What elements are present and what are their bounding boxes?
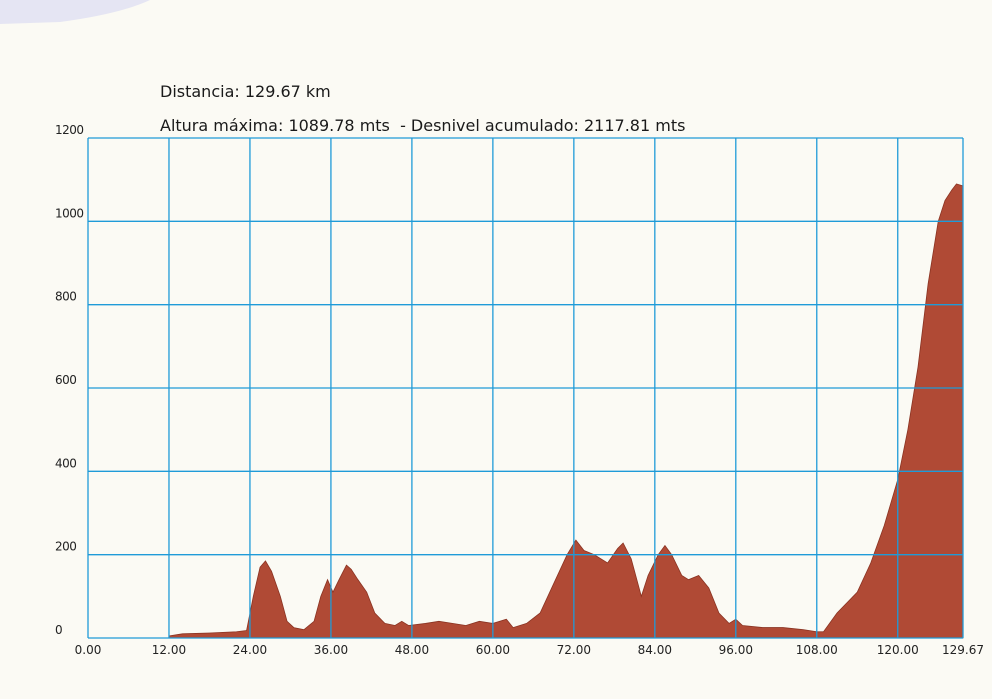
x-tick-label: 108.00 (796, 643, 838, 657)
x-tick-label: 60.00 (476, 643, 510, 657)
y-tick-label: 800 (55, 290, 76, 304)
x-tick-label: 12.00 (152, 643, 186, 657)
elevation-area (168, 183, 964, 639)
x-tick-label: 24.00 (233, 643, 267, 657)
x-tick-label: 84.00 (638, 643, 672, 657)
y-tick-label: 1200 (55, 123, 84, 137)
corner-artifact (0, 0, 150, 24)
chart-title: Distancia: 129.67 km (160, 82, 331, 101)
x-tick-label: 72.00 (557, 643, 591, 657)
x-tick-label: 36.00 (314, 643, 348, 657)
y-tick-label: 600 (55, 373, 76, 387)
x-tick-label: 0.00 (75, 643, 102, 657)
chart-subtitle: Altura máxima: 1089.78 mts - Desnivel ac… (160, 116, 685, 135)
y-tick-label: 400 (55, 456, 76, 470)
x-tick-label: 129.67 (942, 643, 984, 657)
x-tick-label: 96.00 (719, 643, 753, 657)
y-tick-label: 200 (55, 540, 76, 554)
x-tick-label: 120.00 (877, 643, 919, 657)
y-tick-label: 0 (55, 623, 62, 637)
x-tick-label: 48.00 (395, 643, 429, 657)
y-tick-label: 1000 (55, 206, 84, 220)
